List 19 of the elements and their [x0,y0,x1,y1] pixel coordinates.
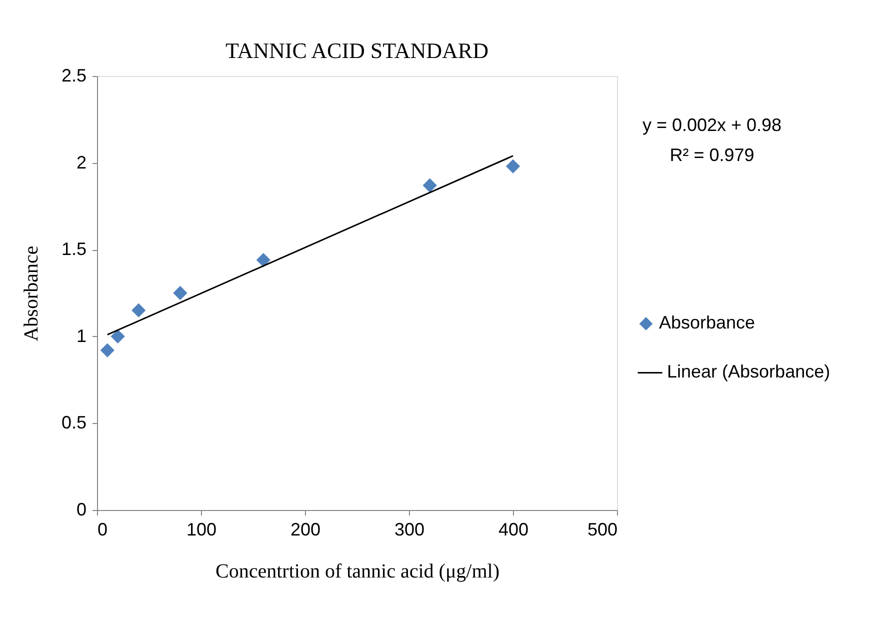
legend-label: Linear (Absorbance) [667,362,830,382]
text: y = 0.002x + 0.98 [642,115,782,135]
x-tick-label: 200 [290,520,321,540]
y-tick-label: 2.5 [61,66,86,86]
legend-label: Absorbance [659,312,756,333]
y-tick-label: 0 [76,500,86,520]
y-axis-title: Absorbance [20,246,42,342]
x-axis-title: Concentrtion of tannic acid (μg/ml) [216,560,500,582]
x-tick-label: 500 [587,520,618,540]
y-tick-label: 1 [76,326,86,346]
y-tick-label: 1.5 [61,239,86,260]
y-tick-label: 2 [76,152,86,172]
x-tick-label: 0 [98,520,108,540]
chart-title: TANNIC ACID STANDARD [226,38,488,63]
x-tick-label: 400 [498,520,529,540]
x-tick-label: 300 [394,520,425,540]
text: R² = 0.979 [670,145,754,165]
x-tick-label: 100 [186,520,217,540]
y-tick-label: 0.5 [61,412,86,433]
